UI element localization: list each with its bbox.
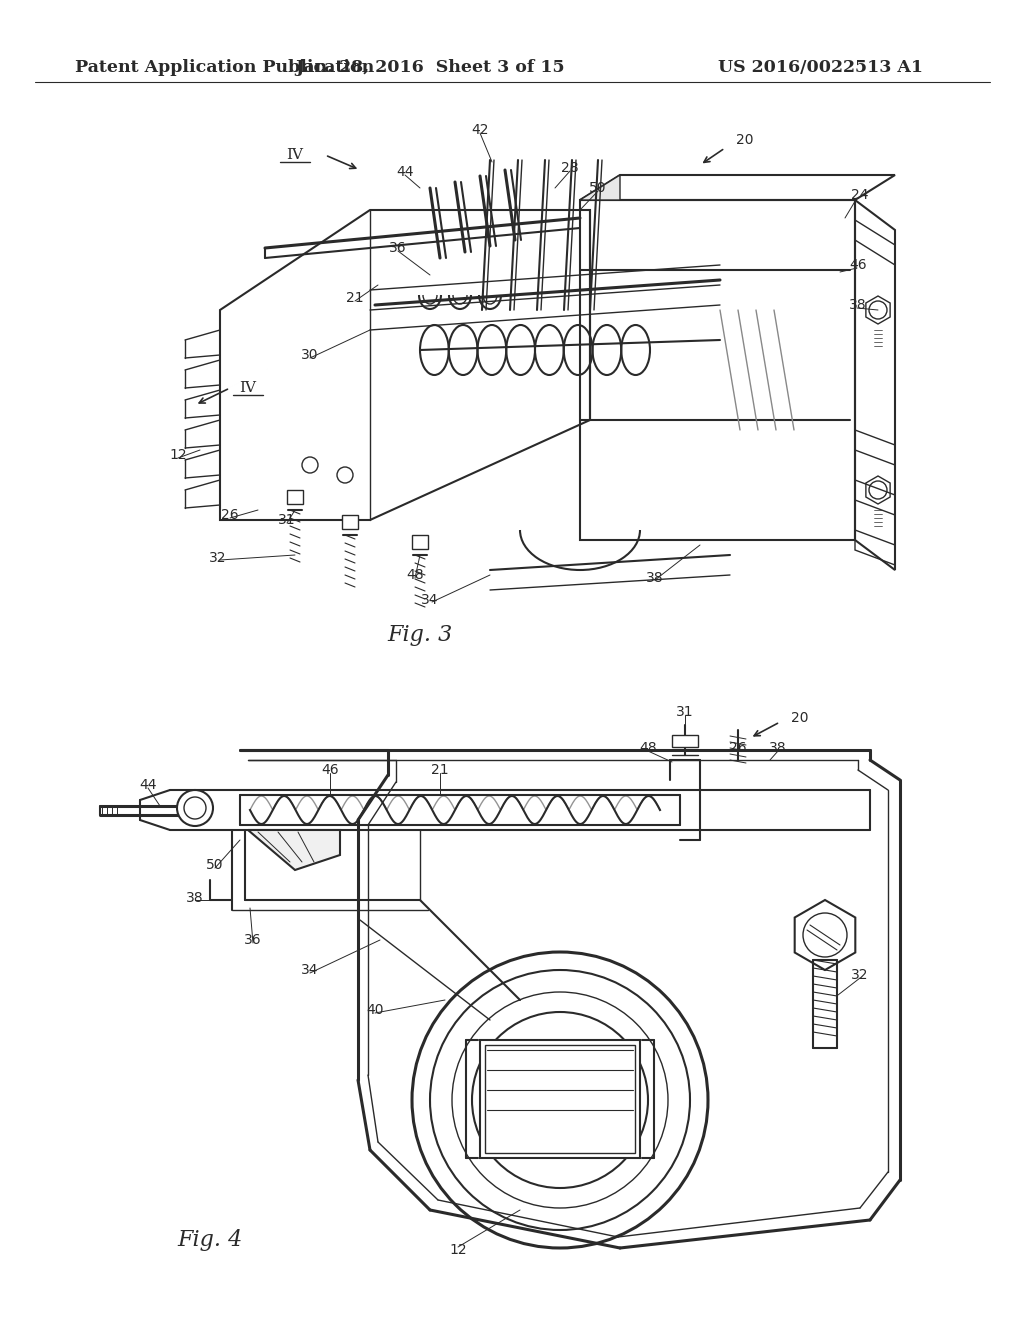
Text: 21: 21 (431, 763, 449, 777)
Text: 24: 24 (851, 187, 868, 202)
Text: 32: 32 (209, 550, 226, 565)
Text: 31: 31 (279, 513, 296, 527)
Text: 50: 50 (206, 858, 224, 873)
Text: 46: 46 (322, 763, 339, 777)
Text: 12: 12 (169, 447, 186, 462)
Text: 44: 44 (139, 777, 157, 792)
Text: US 2016/0022513 A1: US 2016/0022513 A1 (718, 59, 923, 77)
Text: 48: 48 (407, 568, 424, 582)
Text: 42: 42 (471, 123, 488, 137)
Polygon shape (248, 830, 340, 870)
Text: 26: 26 (221, 508, 239, 521)
Polygon shape (866, 477, 890, 504)
Text: 30: 30 (301, 348, 318, 362)
Text: 28: 28 (561, 161, 579, 176)
Text: 20: 20 (736, 133, 754, 147)
Text: 34: 34 (421, 593, 438, 607)
Polygon shape (580, 176, 620, 201)
Text: 34: 34 (301, 964, 318, 977)
Text: 20: 20 (792, 711, 809, 725)
Text: 46: 46 (849, 257, 866, 272)
Bar (480, 1040, 640, 1158)
Text: 26: 26 (729, 741, 746, 755)
Text: 40: 40 (367, 1003, 384, 1016)
Circle shape (177, 789, 213, 826)
Text: 38: 38 (769, 741, 786, 755)
Text: 32: 32 (851, 968, 868, 982)
Text: Jan. 28, 2016  Sheet 3 of 15: Jan. 28, 2016 Sheet 3 of 15 (295, 59, 565, 77)
Text: Patent Application Publication: Patent Application Publication (75, 59, 374, 77)
Text: Fig. 3: Fig. 3 (387, 624, 453, 645)
Text: IV: IV (240, 381, 256, 395)
Bar (342, 515, 358, 529)
Bar (672, 735, 698, 747)
Text: 12: 12 (450, 1243, 467, 1257)
Text: 38: 38 (186, 891, 204, 906)
Text: 31: 31 (676, 705, 694, 719)
Text: 21: 21 (346, 290, 364, 305)
Text: Fig. 4: Fig. 4 (177, 1229, 243, 1251)
Text: 44: 44 (396, 165, 414, 180)
Text: 36: 36 (244, 933, 262, 946)
Bar (287, 490, 303, 504)
Bar (412, 535, 428, 549)
Bar (485, 1045, 635, 1152)
Polygon shape (866, 296, 890, 323)
Text: 50: 50 (589, 181, 607, 195)
Text: 38: 38 (849, 298, 866, 312)
Text: 36: 36 (389, 242, 407, 255)
Text: 48: 48 (639, 741, 656, 755)
Polygon shape (795, 900, 855, 970)
Text: IV: IV (287, 148, 303, 162)
Text: 38: 38 (646, 572, 664, 585)
